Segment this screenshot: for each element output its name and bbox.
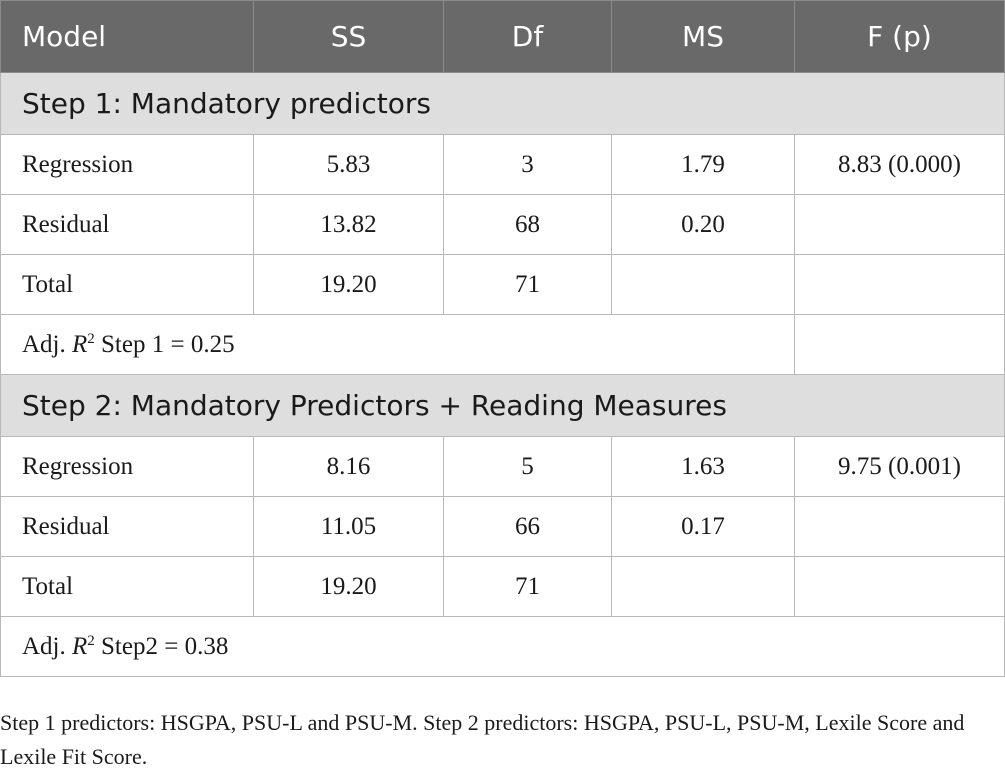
step2-adj-row: Adj. R2 Step2 = 0.38 bbox=[0, 616, 1005, 677]
cell-df: 68 bbox=[443, 194, 612, 255]
header-f: F (p) bbox=[794, 0, 1005, 73]
table-row: Regression 8.16 5 1.63 9.75 (0.001) bbox=[0, 436, 1005, 497]
adj-r-symbol: R bbox=[72, 330, 88, 358]
cell-df: 5 bbox=[443, 436, 612, 497]
cell-f: 9.75 (0.001) bbox=[794, 436, 1005, 497]
cell-f bbox=[794, 194, 1005, 255]
cell-ss: 13.82 bbox=[253, 194, 444, 255]
table-footnote: Step 1 predictors: HSGPA, PSU-L and PSU-… bbox=[0, 710, 965, 769]
adj-suffix: Step 1 = 0.25 bbox=[94, 330, 235, 358]
cell-df: 66 bbox=[443, 496, 612, 557]
header-ms: MS bbox=[611, 0, 795, 73]
table-row: Total 19.20 71 bbox=[0, 254, 1005, 315]
cell-ss: 8.16 bbox=[253, 436, 444, 497]
row-label: Regression bbox=[0, 134, 254, 195]
adj-prefix: Adj. bbox=[22, 330, 72, 358]
cell-ms: 1.79 bbox=[611, 134, 795, 195]
cell-ms: 1.63 bbox=[611, 436, 795, 497]
cell-ss: 11.05 bbox=[253, 496, 444, 557]
step2-title: Step 2: Mandatory Predictors + Reading M… bbox=[0, 374, 1005, 437]
step1-title: Step 1: Mandatory predictors bbox=[0, 72, 1005, 135]
row-label: Regression bbox=[0, 436, 254, 497]
cell-ss: 5.83 bbox=[253, 134, 444, 195]
cell-f bbox=[794, 254, 1005, 315]
adj-r-superscript: 2 bbox=[87, 330, 95, 347]
table-row: Total 19.20 71 bbox=[0, 556, 1005, 617]
cell-f bbox=[794, 556, 1005, 617]
row-label: Total bbox=[0, 556, 254, 617]
empty-cell bbox=[794, 314, 1005, 375]
cell-f bbox=[794, 496, 1005, 557]
cell-ss: 19.20 bbox=[253, 254, 444, 315]
step1-header-row: Step 1: Mandatory predictors bbox=[0, 72, 1005, 135]
step1-adj-r2: Adj. R2 Step 1 = 0.25 bbox=[0, 314, 795, 375]
cell-ms: 0.17 bbox=[611, 496, 795, 557]
header-model: Model bbox=[0, 0, 254, 73]
row-label: Residual bbox=[0, 496, 254, 557]
cell-f: 8.83 (0.000) bbox=[794, 134, 1005, 195]
adj-r-superscript: 2 bbox=[87, 632, 95, 649]
cell-ss: 19.20 bbox=[253, 556, 444, 617]
cell-df: 71 bbox=[443, 254, 612, 315]
cell-ms bbox=[611, 556, 795, 617]
step2-adj-r2: Adj. R2 Step2 = 0.38 bbox=[0, 616, 1005, 677]
row-label: Total bbox=[0, 254, 254, 315]
step1-adj-row: Adj. R2 Step 1 = 0.25 bbox=[0, 314, 1005, 375]
regression-table: Model SS Df MS F (p) Step 1: Mandatory p… bbox=[0, 0, 1005, 677]
cell-df: 71 bbox=[443, 556, 612, 617]
row-label: Residual bbox=[0, 194, 254, 255]
header-df: Df bbox=[443, 0, 612, 73]
step2-header-row: Step 2: Mandatory Predictors + Reading M… bbox=[0, 374, 1005, 437]
adj-prefix: Adj. bbox=[22, 632, 72, 660]
table-row: Residual 11.05 66 0.17 bbox=[0, 496, 1005, 557]
table-row: Residual 13.82 68 0.20 bbox=[0, 194, 1005, 255]
cell-ms: 0.20 bbox=[611, 194, 795, 255]
adj-suffix: Step2 = 0.38 bbox=[94, 632, 229, 660]
header-ss: SS bbox=[253, 0, 444, 73]
cell-df: 3 bbox=[443, 134, 612, 195]
adj-r-symbol: R bbox=[72, 632, 88, 660]
cell-ms bbox=[611, 254, 795, 315]
header-row: Model SS Df MS F (p) bbox=[0, 0, 1005, 73]
table-row: Regression 5.83 3 1.79 8.83 (0.000) bbox=[0, 134, 1005, 195]
